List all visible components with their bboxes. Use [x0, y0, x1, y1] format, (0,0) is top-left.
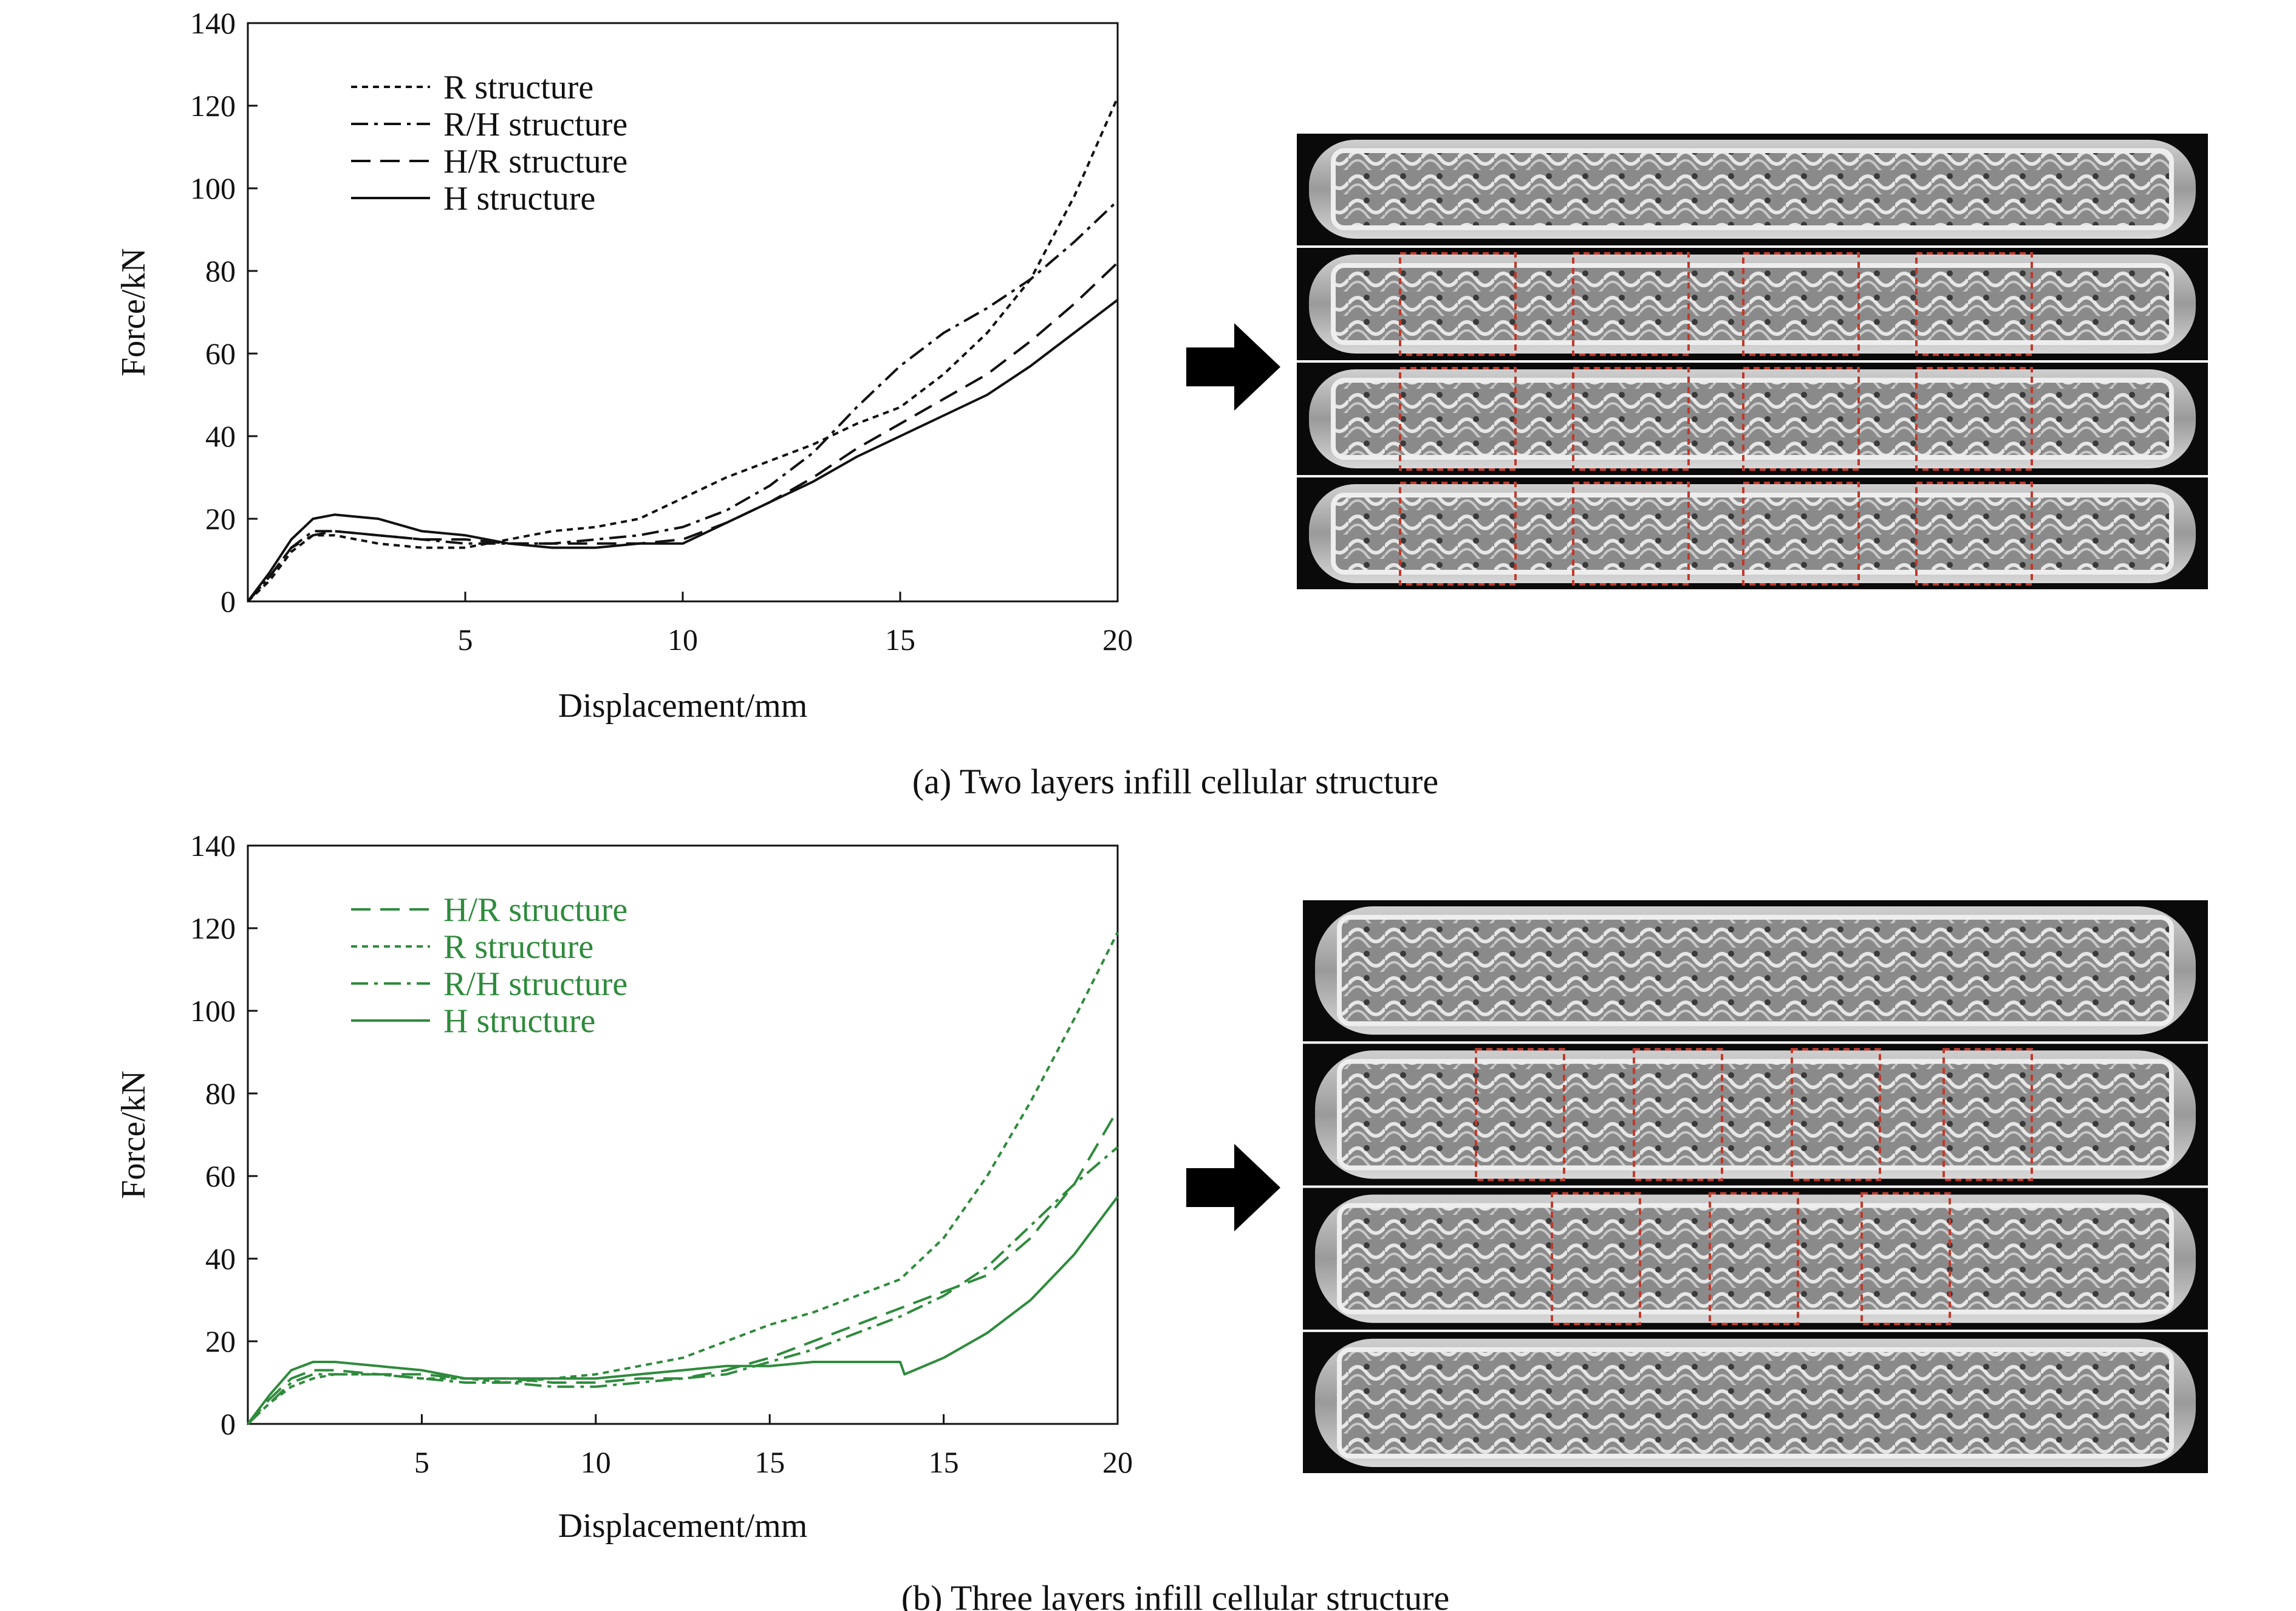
series-line-h-r-structure [247, 261, 1119, 603]
deformation-box [1742, 252, 1860, 356]
deformation-box [1572, 482, 1690, 586]
deformation-box [1860, 1192, 1951, 1325]
specimen-strip [1315, 1048, 2196, 1182]
deformation-box [1475, 1048, 1565, 1182]
y-tick-label: 140 [190, 6, 236, 40]
series-lines-a [247, 97, 1119, 603]
x-tick-label: 10 [581, 1445, 611, 1479]
deformation-box [1742, 482, 1860, 586]
y-ticks-a: 0 20 40 60 80 100 120 140 [190, 6, 258, 618]
series-line-r-h-structure [247, 199, 1119, 603]
y-tick-label: 40 [205, 1242, 236, 1276]
x-tick-label: 5 [414, 1445, 429, 1479]
specimen-strip [1315, 906, 2196, 1035]
legend-label: H structure [443, 1002, 595, 1040]
deformation-box [1709, 1192, 1799, 1325]
y-tick-label: 80 [205, 254, 236, 288]
y-tick-label: 20 [205, 502, 236, 536]
x-axis-label-b: Displacement/mm [558, 1507, 808, 1545]
y-tick-label: 20 [205, 1324, 236, 1358]
deformation-box [1791, 1048, 1881, 1182]
x-tick-label: 15 [754, 1445, 785, 1479]
deformation-box [1551, 1192, 1641, 1325]
x-tick-label: 20 [1102, 623, 1133, 657]
deformation-box [1915, 482, 2033, 586]
plot-frame-a [247, 22, 1119, 603]
x-tick-label: 10 [668, 623, 698, 657]
series-line-r-h-structure [247, 1146, 1119, 1425]
y-tick-label: 0 [220, 584, 236, 618]
y-tick-label: 100 [190, 994, 236, 1028]
deformation-box [1633, 1048, 1723, 1182]
y-axis-label-a: Force/kN [115, 248, 152, 377]
legend-label: R/H structure [443, 106, 627, 143]
x-tick-label: 15 [929, 1445, 959, 1479]
legend-label: R/H structure [443, 965, 627, 1003]
specimen-strip [1309, 367, 2196, 471]
deformation-box [1399, 482, 1517, 586]
deformation-box [1742, 367, 1860, 471]
y-axis-label-b: Force/kN [115, 1070, 152, 1199]
specimen-strip [1309, 482, 2196, 586]
specimen-strip [1309, 252, 2196, 356]
x-tick-label: 20 [1102, 1445, 1133, 1479]
y-tick-label: 40 [205, 419, 236, 453]
chart-b: 0 20 40 60 80 100 120 140 5 10 15 15 20 H/R structu… [115, 829, 1449, 1611]
y-ticks-b: 0 20 40 60 80 100 120 140 [190, 829, 258, 1441]
specimen-strip [1315, 1192, 2196, 1325]
deformation-box [1572, 252, 1690, 356]
deformation-box [1399, 367, 1517, 471]
x-ticks-a: 5 10 15 20 [458, 592, 1133, 657]
legend-label: R structure [443, 928, 593, 966]
chart-a: 0 20 40 60 80 100 120 140 5 10 15 20 R structureR/… [115, 6, 1438, 801]
y-tick-label: 120 [190, 911, 236, 945]
series-line-r-structure [247, 97, 1119, 603]
series-line-r-structure [247, 931, 1119, 1425]
y-tick-label: 60 [205, 1159, 236, 1193]
deformation-box [1399, 252, 1517, 356]
plot-frame-b [247, 844, 1119, 1425]
deformation-box [1915, 367, 2033, 471]
y-tick-label: 80 [205, 1076, 236, 1110]
series-line-h-r-structure [247, 1109, 1119, 1425]
deformation-box [1572, 367, 1690, 471]
x-ticks-b: 5 10 15 15 20 [414, 1414, 1133, 1479]
y-tick-label: 140 [190, 829, 236, 863]
legend-label: H structure [443, 180, 595, 217]
y-tick-label: 100 [190, 171, 236, 205]
specimen-strip [1315, 1338, 2196, 1467]
series-line-h-structure [247, 1195, 1119, 1425]
x-tick-label: 5 [458, 623, 473, 657]
legend-label: H/R structure [443, 891, 627, 929]
specimen-photo-a [1297, 134, 2208, 589]
y-tick-label: 0 [220, 1407, 236, 1441]
caption-a: (a) Two layers infill cellular structure [912, 762, 1438, 801]
specimen-photo-b [1303, 900, 2208, 1473]
series-line-h-structure [247, 299, 1119, 603]
specimen-strip [1309, 140, 2196, 239]
legend-label: R structure [443, 69, 593, 106]
y-tick-label: 60 [205, 337, 236, 371]
x-tick-label: 15 [885, 623, 915, 657]
legend-label: H/R structure [443, 143, 627, 180]
series-lines-b [247, 931, 1119, 1425]
y-tick-label: 120 [190, 89, 236, 123]
deformation-box [1915, 252, 2033, 356]
deformation-box [1942, 1048, 2033, 1182]
caption-b: (b) Three layers infill cellular structu… [901, 1578, 1449, 1611]
arrow-right-icon-a [1186, 323, 1280, 411]
arrow-right-icon-b [1186, 1144, 1280, 1231]
x-axis-label-a: Displacement/mm [558, 687, 808, 725]
